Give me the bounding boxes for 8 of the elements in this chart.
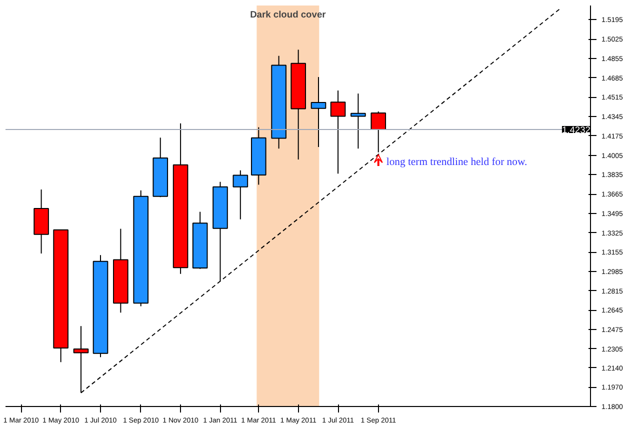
ref-line-label: 1.4232 — [562, 124, 590, 135]
band-label: Dark cloud cover — [250, 10, 326, 20]
candlestick — [330, 90, 346, 174]
candlestick — [232, 170, 248, 220]
annotation: long term trendline held for now. — [386, 156, 528, 168]
candlestick — [310, 76, 326, 148]
candlestick — [370, 110, 386, 153]
candlestick — [350, 93, 366, 150]
